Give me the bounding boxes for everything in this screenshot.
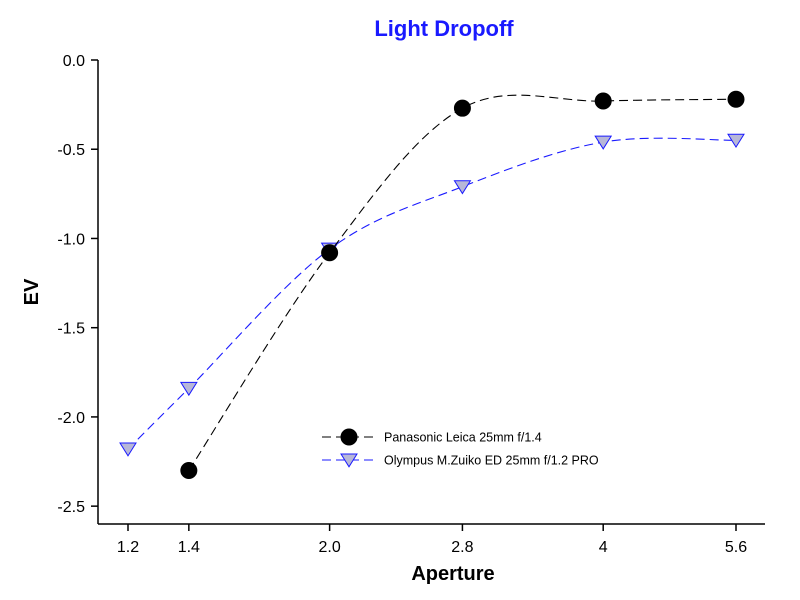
y-tick-label: 0.0 [63, 53, 85, 70]
x-tick-label: 1.4 [178, 539, 200, 556]
data-point [727, 133, 745, 149]
x-tick-label: 5.6 [725, 539, 747, 556]
axes: 0.0 -0.5 -1.0 -1.5 -2.0 -2.5 1.2 1.4 2.0 2.8 4 5.6 [57, 53, 765, 556]
data-point [727, 90, 745, 108]
y-tick-label: -2.0 [57, 410, 85, 427]
series-layer [119, 90, 745, 479]
data-point [180, 461, 198, 479]
y-axis-title: EV [21, 278, 43, 305]
series-line [127, 137, 737, 450]
data-point [119, 442, 137, 457]
legend-marker [340, 428, 358, 446]
legend-label: Panasonic Leica 25mm f/1.4 [384, 431, 542, 445]
x-axis-title: Aperture [411, 563, 494, 585]
y-tick-label: -1.0 [57, 231, 85, 248]
chart-title: Light Dropoff [374, 16, 514, 41]
y-tick-label: -1.5 [57, 321, 85, 338]
data-point [179, 381, 198, 397]
x-tick-label: 2.8 [451, 539, 473, 556]
legend-label: Olympus M.Zuiko ED 25mm f/1.2 PRO [384, 454, 599, 468]
data-point [594, 135, 613, 150]
y-tick-label: -0.5 [57, 142, 85, 159]
data-point [453, 180, 472, 195]
data-point [594, 92, 612, 110]
data-point [453, 99, 471, 117]
y-tick-label: -2.5 [57, 499, 85, 516]
x-tick-label: 2.0 [318, 539, 340, 556]
x-tick-label: 1.2 [117, 539, 139, 556]
legend: Panasonic Leica 25mm f/1.4 Olympus M.Zuik… [322, 428, 599, 468]
legend-marker [340, 453, 358, 468]
data-point [321, 244, 339, 262]
x-tick-label: 4 [599, 539, 608, 556]
series-line [188, 94, 737, 471]
